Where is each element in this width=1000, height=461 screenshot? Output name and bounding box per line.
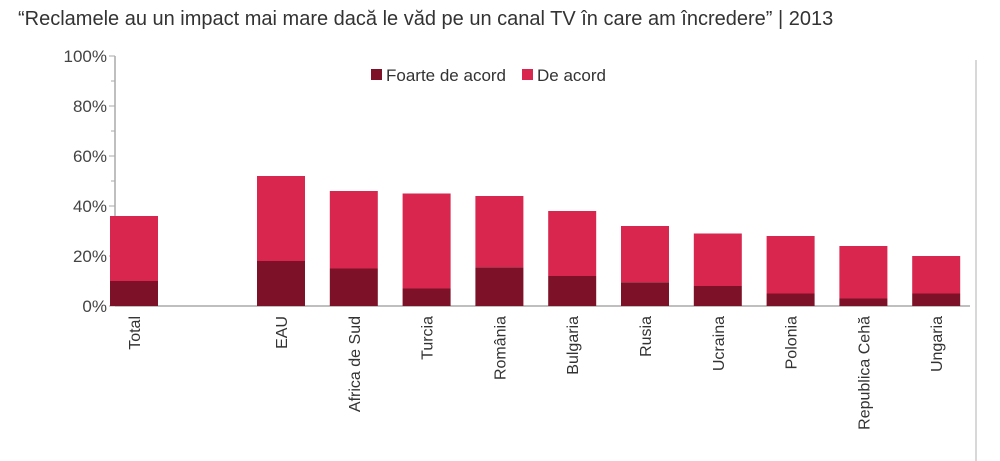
- bar-foarte-de-acord: [693, 286, 742, 306]
- bar-foarte-de-acord: [766, 293, 815, 306]
- bar-de-acord: [621, 226, 669, 283]
- chart-title: “Reclamele au un impact mai mare dacă le…: [18, 8, 834, 30]
- bar-de-acord: [766, 236, 815, 294]
- x-tick-label: Rusia: [638, 316, 655, 357]
- bar-de-acord: [548, 211, 597, 276]
- bar-foarte-de-acord: [839, 298, 888, 306]
- y-tick-label: 100%: [64, 47, 107, 66]
- bar-de-acord: [329, 191, 378, 269]
- legend-label: De acord: [537, 66, 606, 85]
- y-tick-label: 40%: [73, 197, 107, 216]
- x-tick-label: Republica Cehă: [856, 316, 873, 430]
- bar-de-acord: [110, 216, 158, 281]
- x-tick-label: Polonia: [784, 316, 801, 369]
- x-tick-label: Bulgaria: [565, 316, 582, 375]
- x-tick-label: Ungaria: [929, 316, 946, 372]
- bar-foarte-de-acord: [257, 261, 305, 306]
- legend-swatch: [522, 69, 533, 80]
- bar-foarte-de-acord: [110, 281, 158, 306]
- x-tick-label: România: [492, 316, 509, 380]
- bar-de-acord: [839, 246, 888, 299]
- legend-label: Foarte de acord: [386, 66, 506, 85]
- y-tick-label: 20%: [73, 247, 107, 266]
- y-tick-label: 80%: [73, 97, 107, 116]
- bar-foarte-de-acord: [621, 282, 669, 306]
- x-tick-label: Turcia: [420, 316, 437, 360]
- bar-foarte-de-acord: [402, 288, 451, 306]
- bar-de-acord: [912, 256, 961, 294]
- x-tick-label: Africa de Sud: [347, 316, 364, 412]
- y-tick-label: 0%: [82, 297, 107, 316]
- bar-de-acord: [402, 193, 451, 289]
- bar-de-acord: [693, 233, 742, 286]
- y-tick-label: 60%: [73, 147, 107, 166]
- bar-foarte-de-acord: [475, 267, 524, 306]
- bar-foarte-de-acord: [329, 268, 378, 306]
- bar-de-acord: [475, 196, 524, 268]
- x-tick-label: EAU: [274, 316, 291, 349]
- bar-foarte-de-acord: [548, 276, 597, 306]
- legend-swatch: [371, 69, 382, 80]
- bar-foarte-de-acord: [912, 293, 961, 306]
- x-tick-label: Total: [127, 316, 144, 350]
- bar-de-acord: [257, 176, 305, 261]
- x-tick-label: Ucraina: [711, 316, 728, 371]
